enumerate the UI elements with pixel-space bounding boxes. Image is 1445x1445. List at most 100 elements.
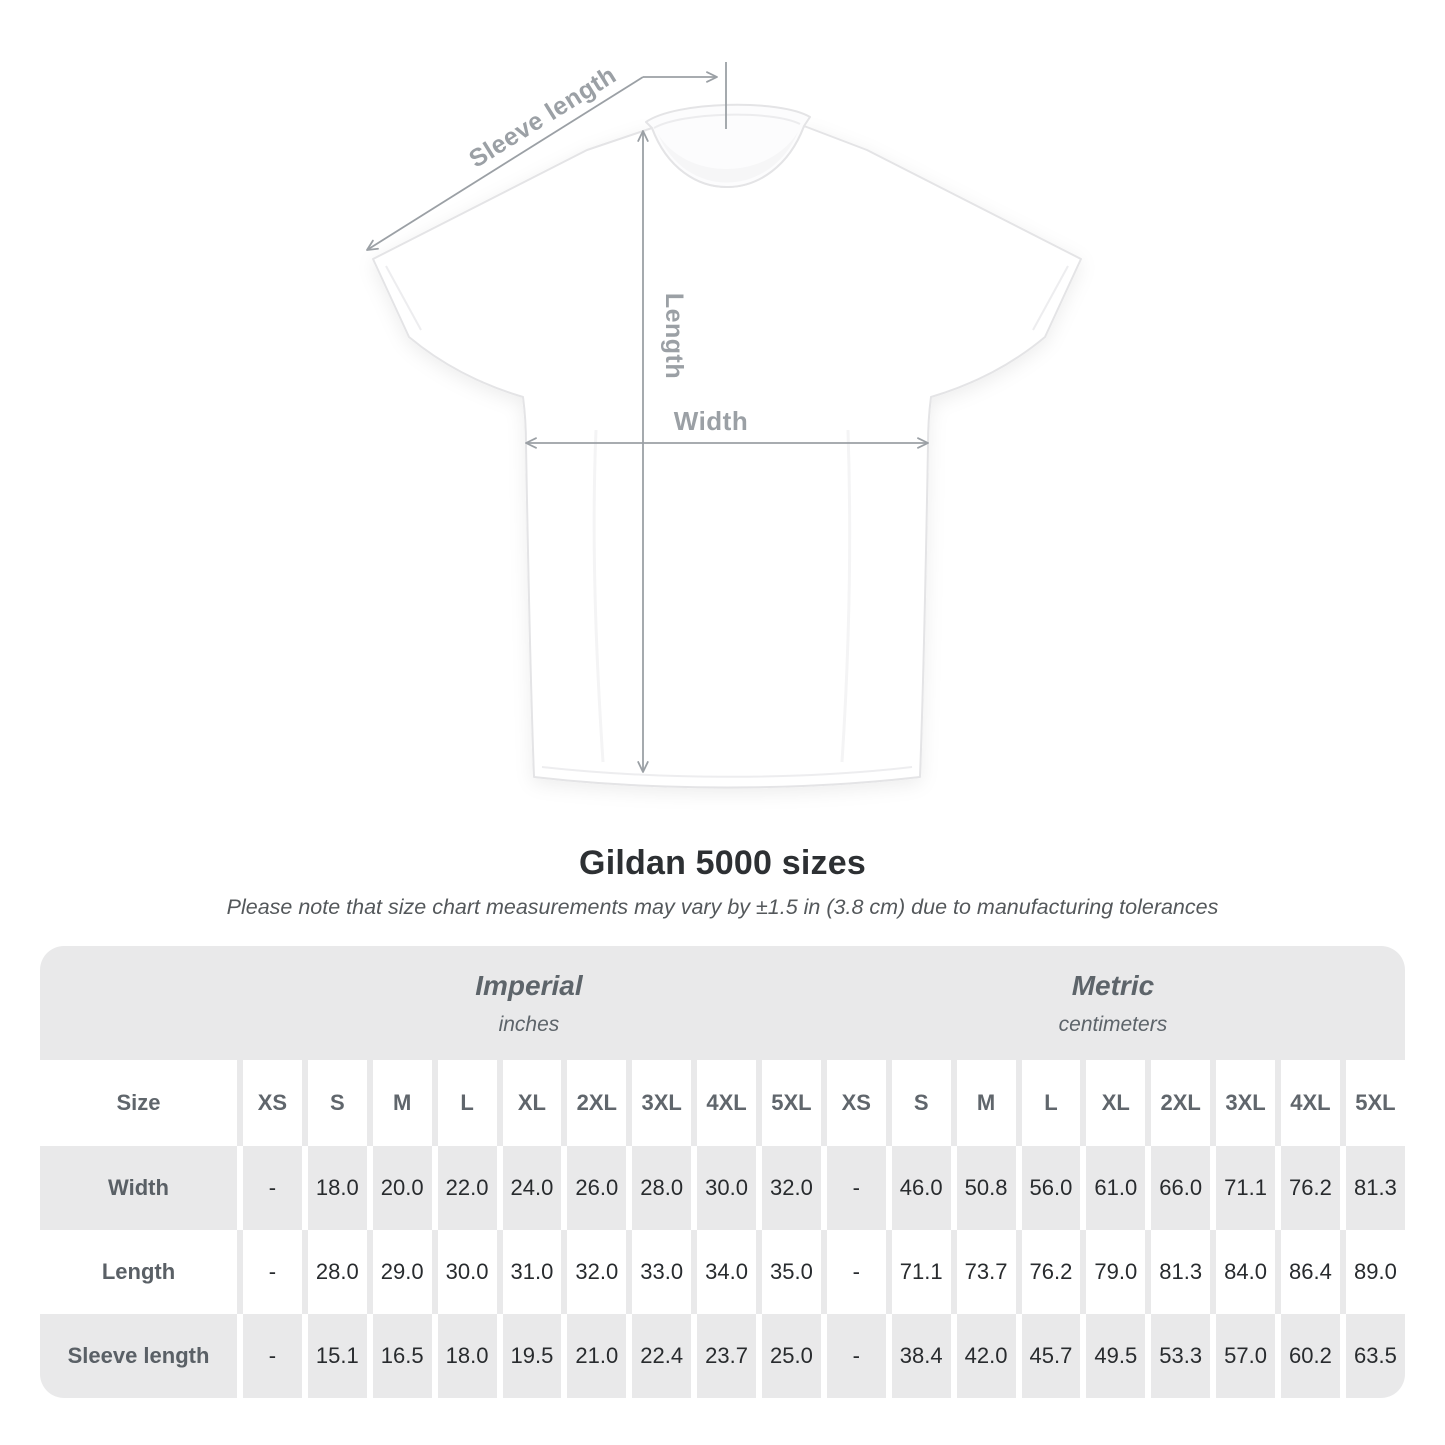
size-header-cell: 4XL <box>1275 1060 1340 1146</box>
table-cell: - <box>820 1230 886 1314</box>
table-cell: 84.0 <box>1210 1230 1275 1314</box>
page-title: Gildan 5000 sizes <box>579 844 866 882</box>
table-cell: 34.0 <box>691 1230 756 1314</box>
table-cell: 32.0 <box>561 1230 627 1314</box>
table-cell: 50.8 <box>950 1146 1016 1230</box>
table-cell: 33.0 <box>626 1230 692 1314</box>
table-cell: 81.3 <box>1145 1230 1211 1314</box>
size-header-cell: S <box>885 1060 951 1146</box>
measurement-arrows <box>366 62 929 773</box>
width-row: Width - 18.0 20.0 22.0 24.0 26.0 28.0 30… <box>40 1146 1405 1230</box>
table-cell: - <box>237 1146 302 1230</box>
length-row: Length - 28.0 29.0 30.0 31.0 32.0 33.0 3… <box>40 1230 1405 1314</box>
size-header-cell: 3XL <box>626 1060 692 1146</box>
size-header-cell: XS <box>237 1060 302 1146</box>
size-header-cell: XL <box>1080 1060 1146 1146</box>
table-cell: 86.4 <box>1275 1230 1340 1314</box>
table-cell: - <box>237 1230 302 1314</box>
neck-inner-shading <box>658 132 798 183</box>
row-label: Width <box>40 1146 237 1230</box>
table-cell: 79.0 <box>1080 1230 1146 1314</box>
unit-header-spacer <box>40 946 237 1060</box>
row-label: Sleeve length <box>40 1314 237 1398</box>
table-cell: 61.0 <box>1080 1146 1146 1230</box>
table-cell: 60.2 <box>1275 1314 1340 1398</box>
table-cell: 25.0 <box>756 1314 821 1398</box>
table-cell: 30.0 <box>691 1146 756 1230</box>
size-header-cell: M <box>366 1060 432 1146</box>
table-cell: 15.1 <box>301 1314 367 1398</box>
size-header-cell: S <box>301 1060 367 1146</box>
table-cell: 20.0 <box>366 1146 432 1230</box>
size-header-cell: 5XL <box>756 1060 821 1146</box>
table-cell: 24.0 <box>496 1146 562 1230</box>
table-cell: 53.3 <box>1145 1314 1211 1398</box>
size-header-cell: L <box>1015 1060 1081 1146</box>
table-cell: 19.5 <box>496 1314 562 1398</box>
table-cell: 49.5 <box>1080 1314 1146 1398</box>
table-cell: - <box>820 1146 886 1230</box>
table-cell: - <box>820 1314 886 1398</box>
row-label: Length <box>40 1230 237 1314</box>
table-cell: 32.0 <box>756 1146 821 1230</box>
size-header-cell: 5XL <box>1339 1060 1405 1146</box>
size-header-cell: M <box>950 1060 1016 1146</box>
table-cell: 29.0 <box>366 1230 432 1314</box>
imperial-title: Imperial <box>475 969 583 1001</box>
imperial-unit: inches <box>498 1012 560 1036</box>
tshirt-diagram: Sleeve length Length Width <box>366 61 1082 789</box>
tolerance-note: Please note that size chart measurements… <box>226 895 1219 919</box>
table-cell: 38.4 <box>885 1314 951 1398</box>
table-cell: 16.5 <box>366 1314 432 1398</box>
sleeve-length-row: Sleeve length - 15.1 16.5 18.0 19.5 21.0… <box>40 1314 1405 1398</box>
table-cell: 73.7 <box>950 1230 1016 1314</box>
metric-header: Metric centimeters <box>820 946 1405 1060</box>
table-cell: 89.0 <box>1339 1230 1405 1314</box>
size-header-cell: 2XL <box>1145 1060 1211 1146</box>
sleeve-length-arrow <box>366 76 644 251</box>
table-cell: 71.1 <box>885 1230 951 1314</box>
table-cell: 22.4 <box>626 1314 692 1398</box>
tshirt-illustration <box>372 103 1082 789</box>
size-header-cell: XL <box>496 1060 562 1146</box>
table-cell: 56.0 <box>1015 1146 1081 1230</box>
caption: Gildan 5000 sizes Please note that size … <box>0 844 1445 920</box>
width-label: Width <box>674 406 748 436</box>
wrinkle-right <box>840 429 852 763</box>
hem-seam <box>541 766 913 778</box>
table-cell: 42.0 <box>950 1314 1016 1398</box>
collar-seam <box>653 113 801 129</box>
size-table: Imperial inches Metric centimeters Size … <box>40 946 1405 1398</box>
right-cuff-seam <box>1032 265 1069 331</box>
table-cell: 81.3 <box>1339 1146 1405 1230</box>
table-cell: 26.0 <box>561 1146 627 1230</box>
tshirt-body <box>372 125 1082 789</box>
table-cell: 35.0 <box>756 1230 821 1314</box>
imperial-header: Imperial inches <box>237 946 821 1060</box>
metric-title: Metric <box>1071 969 1155 1001</box>
table-cell: 45.7 <box>1015 1314 1081 1398</box>
table-cell: 28.0 <box>301 1230 367 1314</box>
metric-unit: centimeters <box>1058 1012 1168 1036</box>
table-cell: 21.0 <box>561 1314 627 1398</box>
size-header-cell: XS <box>820 1060 886 1146</box>
length-label: Length <box>660 293 688 379</box>
table-cell: 18.0 <box>431 1314 497 1398</box>
table-cell: 66.0 <box>1145 1146 1211 1230</box>
table-cell: 46.0 <box>885 1146 951 1230</box>
size-header-label: Size <box>40 1060 237 1146</box>
table-cell: 30.0 <box>431 1230 497 1314</box>
table-cell: 28.0 <box>626 1146 692 1230</box>
table-cell: 31.0 <box>496 1230 562 1314</box>
table-cell: 63.5 <box>1339 1314 1405 1398</box>
table-cell: 23.7 <box>691 1314 756 1398</box>
left-cuff-seam <box>385 265 422 331</box>
size-header-cell: 2XL <box>561 1060 627 1146</box>
unit-header-row: Imperial inches Metric centimeters <box>40 946 1405 1060</box>
table-cell: 71.1 <box>1210 1146 1275 1230</box>
table-cell: 76.2 <box>1015 1230 1081 1314</box>
table-cell: 22.0 <box>431 1146 497 1230</box>
table-cell: 18.0 <box>301 1146 367 1230</box>
size-header-cell: L <box>431 1060 497 1146</box>
